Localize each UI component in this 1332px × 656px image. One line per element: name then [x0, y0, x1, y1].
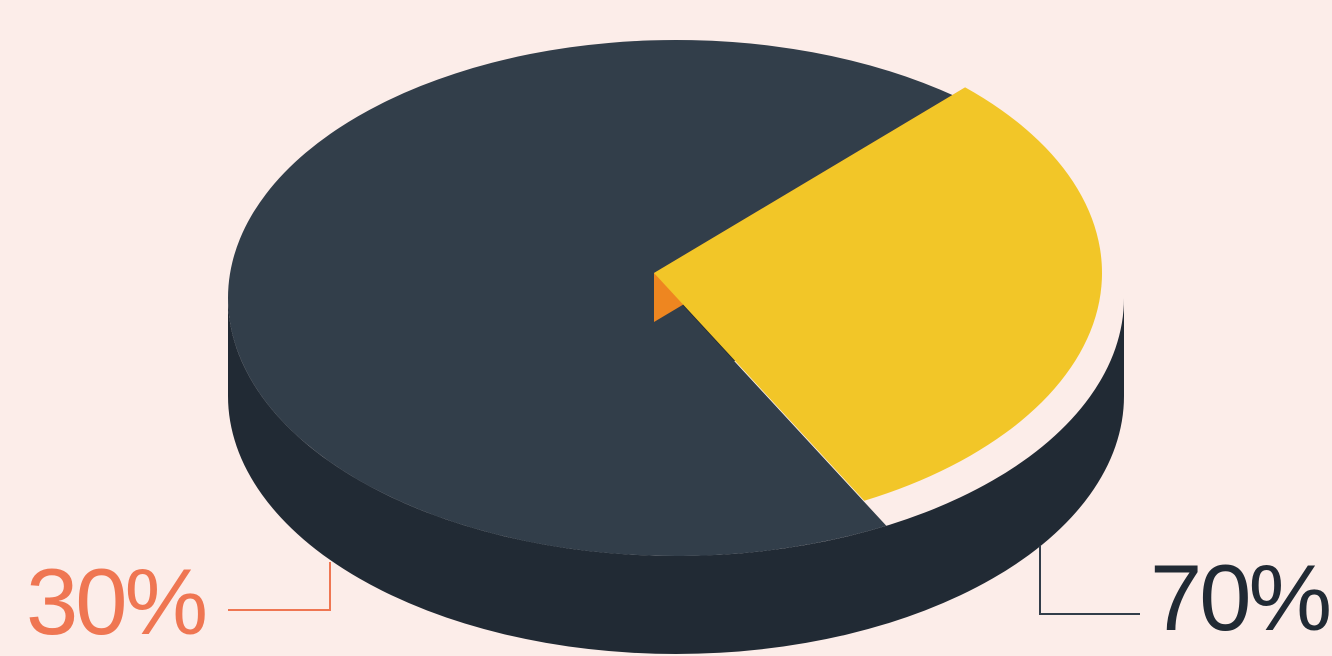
leader-line-70 — [1039, 546, 1140, 615]
slice-30-top — [654, 87, 1102, 501]
leader-line-30 — [228, 562, 331, 611]
slice-70-side — [228, 298, 1124, 654]
pie-slices — [227, 39, 1124, 654]
slice-70-top — [227, 39, 988, 556]
slice-label-70: 70% — [1150, 545, 1330, 650]
slice-label-30: 30% — [26, 549, 206, 654]
